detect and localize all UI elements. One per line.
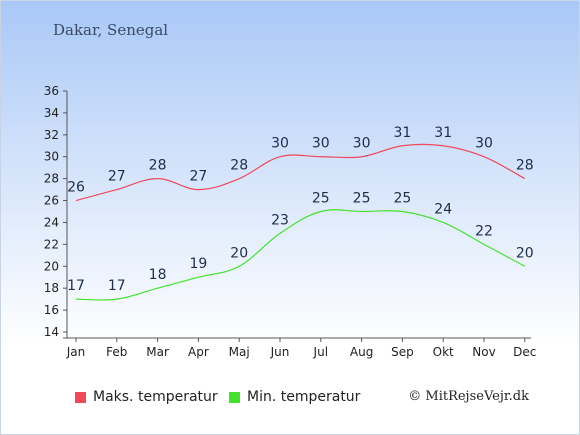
- max-temperature-data-label: 30: [353, 136, 371, 152]
- y-tick-label: 22: [44, 237, 59, 251]
- max-temperature-data-label: 28: [230, 158, 248, 174]
- x-tick-label: Nov: [472, 345, 495, 359]
- x-tick-label: Dec: [513, 345, 536, 359]
- x-tick-label: Okt: [433, 345, 454, 359]
- min-temperature-data-label: 17: [67, 278, 85, 294]
- max-temperature-line: [75, 143, 526, 202]
- y-tick-label: 18: [44, 281, 59, 295]
- y-tick-label: 14: [44, 325, 59, 339]
- min-temperature-data-label: 25: [393, 191, 411, 207]
- x-tick-label: Jan: [66, 345, 86, 359]
- min-temperature-data-label: 20: [516, 245, 534, 261]
- y-tick-label: 32: [44, 128, 59, 142]
- min-temperature-data-label: 25: [312, 191, 330, 207]
- max-temperature-data-label: 27: [189, 169, 207, 185]
- legend-label-min: Min. temperatur: [247, 389, 361, 405]
- x-tick-label: Feb: [106, 345, 127, 359]
- y-tick-label: 34: [44, 106, 59, 120]
- x-tick-label: Apr: [188, 345, 209, 359]
- x-tick-label: Maj: [229, 345, 250, 359]
- max-temperature-data-label: 27: [108, 169, 126, 185]
- min-temperature-data-label: 24: [434, 201, 452, 217]
- max-temperature-data-label: 30: [312, 136, 330, 152]
- x-tick-label: Jul: [313, 345, 328, 359]
- legend-swatch-max: [75, 391, 86, 403]
- max-temperature-data-label: 28: [149, 158, 167, 174]
- y-tick-label: 16: [44, 303, 59, 317]
- max-temperature-data-label: 28: [516, 158, 534, 174]
- legend-swatch-min: [229, 391, 240, 403]
- chart-title: Dakar, Senegal: [53, 21, 169, 39]
- y-tick-label: 20: [44, 259, 59, 273]
- max-temperature-data-label: 30: [475, 136, 493, 152]
- legend-item-min: Min. temperatur: [229, 389, 360, 405]
- credit-text: © MitRejseVejr.dk: [408, 389, 529, 404]
- legend-item-max: Maks. temperatur: [75, 389, 218, 405]
- max-temperature-data-label: 31: [393, 125, 411, 141]
- max-temperature-data-label: 26: [67, 180, 85, 196]
- y-tick-label: 26: [44, 194, 59, 208]
- x-tick-label: Mar: [146, 345, 169, 359]
- legend-label-max: Maks. temperatur: [93, 389, 218, 405]
- min-temperature-data-label: 25: [353, 191, 371, 207]
- x-tick-label: Jun: [270, 345, 290, 359]
- max-temperature-data-label: 30: [271, 136, 289, 152]
- y-tick-label: 24: [44, 215, 59, 229]
- min-temperature-data-label: 22: [475, 223, 493, 239]
- min-temperature-line: [75, 209, 526, 301]
- max-temperature-data-label: 31: [434, 125, 452, 141]
- min-temperature-data-label: 17: [108, 278, 126, 294]
- y-tick-label: 28: [44, 172, 59, 186]
- legend: Maks. temperatur Min. temperatur: [75, 389, 545, 409]
- min-temperature-data-label: 20: [230, 245, 248, 261]
- min-temperature-data-label: 19: [189, 256, 207, 272]
- min-temperature-data-label: 18: [149, 267, 167, 283]
- y-tick-label: 36: [44, 84, 59, 98]
- x-tick-label: Aug: [350, 345, 373, 359]
- min-temperature-data-label: 23: [271, 212, 289, 228]
- x-tick-label: Sep: [391, 345, 414, 359]
- y-tick-label: 30: [44, 150, 59, 164]
